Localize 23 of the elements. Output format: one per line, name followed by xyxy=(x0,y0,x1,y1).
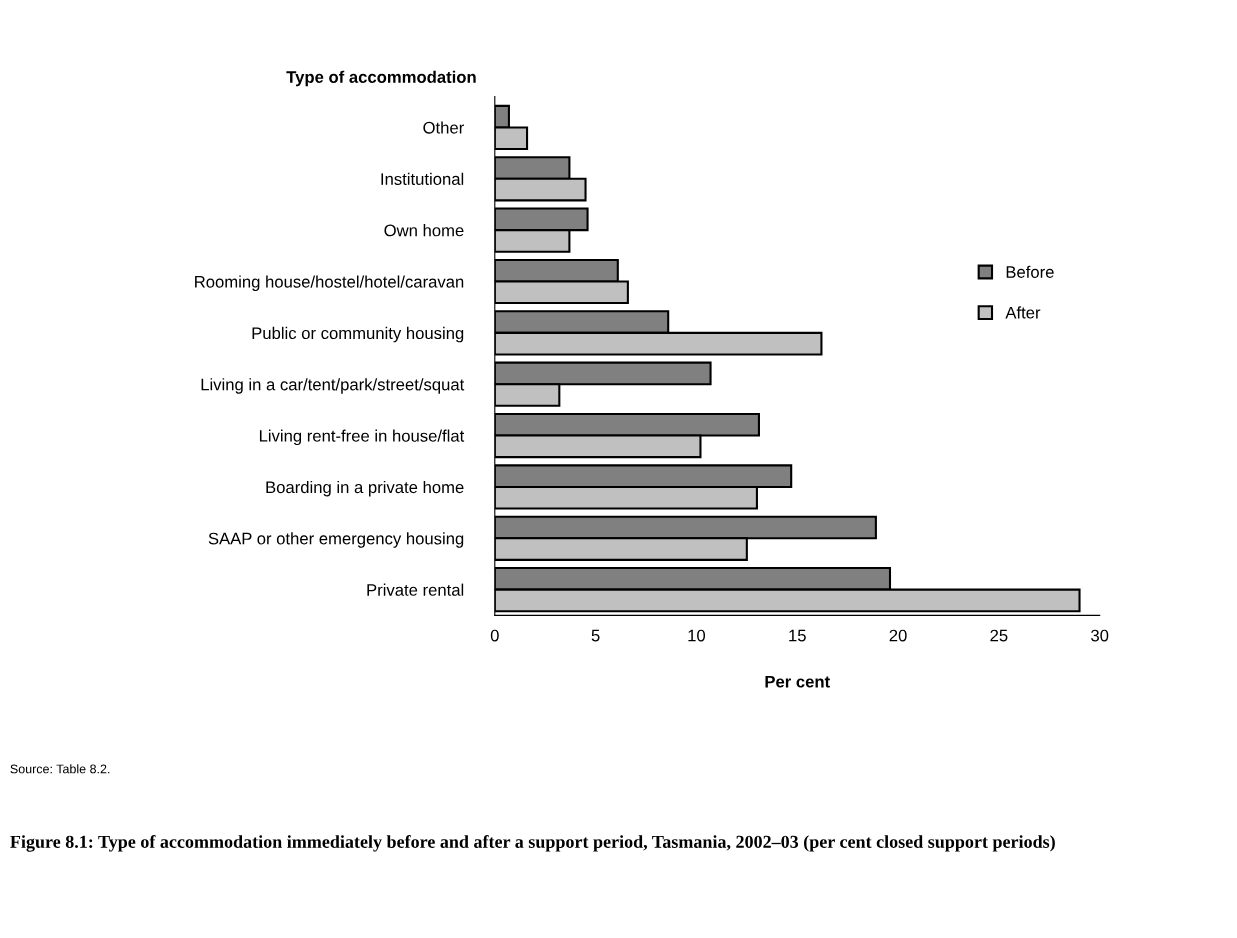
y-tick-label: Living in a car/tent/park/street/squat xyxy=(201,378,465,394)
y-tick-label: Private rental xyxy=(367,583,464,596)
y-tick-label: Other xyxy=(423,121,464,134)
source-note: Source: Table 8.2. xyxy=(10,764,110,774)
x-tick-label: 15 xyxy=(789,629,806,642)
y-tick-label: Living rent-free in house/flat xyxy=(259,429,465,446)
y-tick-label: SAAP or other emergency housing xyxy=(208,532,464,548)
x-tick-label: 20 xyxy=(889,629,907,642)
y-tick-label: Boarding in a private home xyxy=(266,480,464,497)
x-tick-label: 30 xyxy=(1091,629,1109,642)
y-axis-title: Type of accommodation xyxy=(286,70,476,87)
x-tick-label: 10 xyxy=(688,629,706,642)
y-tick-label: Public or community housing xyxy=(252,326,464,343)
x-axis-title: Per cent xyxy=(765,675,830,688)
x-tick-label: 5 xyxy=(591,629,600,642)
x-tick-label: 0 xyxy=(490,629,499,642)
legend-label: Before xyxy=(1006,265,1054,278)
x-tick-label: 25 xyxy=(990,629,1008,642)
legend-label: After xyxy=(1005,306,1041,319)
y-tick-label: Own home xyxy=(384,224,464,237)
text: Figure 8.1: Type of accommodation immediately before and after a support period, Tasmania, 2002–03 (per cent closed support periods) xyxy=(10,835,1055,852)
y-tick-label: Institutional xyxy=(381,172,464,185)
y-tick-label: Rooming house/hostel/hotel/caravan xyxy=(195,275,464,291)
